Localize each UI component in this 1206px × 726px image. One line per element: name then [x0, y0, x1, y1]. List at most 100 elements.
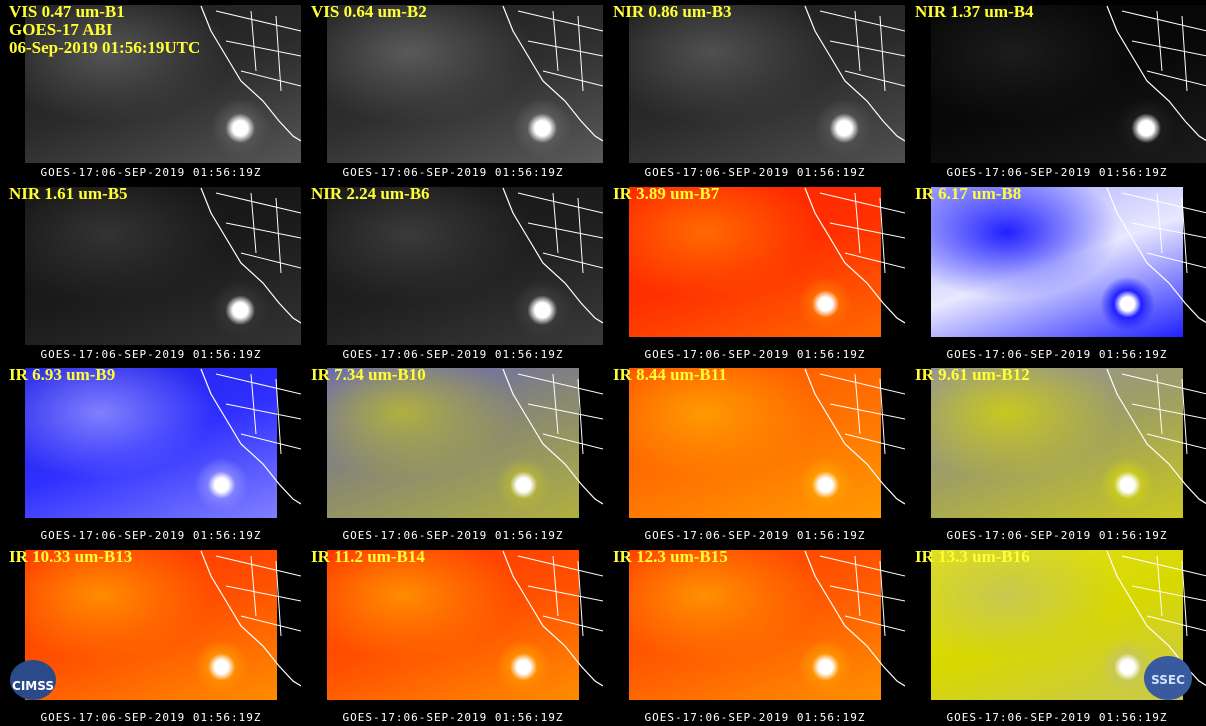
panel-label: IR 9.61 um-B12 — [915, 366, 1030, 384]
panel: IR 10.33 um-B13 GOES-17:06-SEP-2019 01:56… — [1, 545, 301, 726]
panel: NIR 1.37 um-B4 GOES-17:06-SEP-2019 01:56:… — [907, 1, 1206, 181]
cimss-logo: CIMSS — [10, 660, 56, 700]
timestamp: GOES-17:06-SEP-2019 01:56:19Z — [342, 529, 564, 542]
panel-label: VIS 0.47 um-B1 GOES-17 ABI 06-Sep-2019 01:… — [9, 3, 200, 57]
panel: NIR 2.24 um-B6 GOES-17:06-SEP-2019 01:56:… — [303, 182, 603, 363]
panel-label: NIR 1.61 um-B5 — [9, 183, 128, 203]
panel-label: IR 7.34 um-B10 — [311, 366, 426, 384]
coastline — [200, 368, 301, 505]
satellite-image — [327, 368, 579, 518]
band-label: NIR 1.37 um-B4 — [915, 2, 1034, 21]
satellite-image — [25, 186, 301, 345]
timestamp: GOES-17:06-SEP-2019 01:56:19Z — [40, 347, 262, 361]
coastline — [200, 5, 301, 142]
coastline — [1106, 5, 1206, 142]
coastline — [1106, 187, 1206, 323]
panel-label: NIR 1.37 um-B4 — [915, 3, 1034, 21]
satellite-image — [25, 549, 277, 700]
satellite-image — [931, 368, 1183, 518]
panel-label: IR 3.89 um-B7 — [613, 183, 720, 203]
ssec-logo: SSEC — [1144, 656, 1192, 700]
timestamp: GOES-17:06-SEP-2019 01:56:19Z — [644, 347, 866, 361]
panel: IR 8.44 um-B11 GOES-17:06-SEP-2019 01:56:… — [605, 364, 905, 544]
satellite-image — [25, 368, 277, 518]
band-label: IR 6.17 um-B8 — [915, 183, 1022, 203]
panel: IR 3.89 um-B7 GOES-17:06-SEP-2019 01:56:1… — [605, 182, 905, 363]
panel-label: IR 6.17 um-B8 — [915, 183, 1022, 203]
timestamp: GOES-17:06-SEP-2019 01:56:19Z — [342, 166, 564, 179]
timestamp: GOES-17:06-SEP-2019 01:56:19Z — [946, 529, 1168, 542]
timestamp: GOES-17:06-SEP-2019 01:56:19Z — [946, 347, 1168, 361]
coastline — [1106, 368, 1206, 505]
panel: NIR 0.86 um-B3 GOES-17:06-SEP-2019 01:56:… — [605, 1, 905, 181]
panel: IR 6.93 um-B9 GOES-17:06-SEP-2019 01:56:1… — [1, 364, 301, 544]
band-label: NIR 2.24 um-B6 — [311, 183, 430, 203]
coastline — [804, 187, 905, 324]
panel: IR 11.2 um-B14 GOES-17:06-SEP-2019 01:56:… — [303, 545, 603, 726]
coastline — [502, 187, 603, 324]
coastline — [1106, 550, 1206, 686]
timestamp: GOES-17:06-SEP-2019 01:56:19Z — [644, 710, 866, 724]
coastline — [502, 5, 603, 142]
panel-label: NIR 2.24 um-B6 — [311, 183, 430, 203]
satellite-image — [327, 5, 603, 163]
panel: IR 6.17 um-B8 GOES-17:06-SEP-2019 01:56:1… — [907, 182, 1206, 363]
band-label: IR 7.34 um-B10 — [311, 365, 426, 384]
panel: VIS 0.64 um-B2 GOES-17:06-SEP-2019 01:56:… — [303, 1, 603, 181]
panel: IR 9.61 um-B12 GOES-17:06-SEP-2019 01:56:… — [907, 364, 1206, 544]
band-label: NIR 1.61 um-B5 — [9, 183, 128, 203]
header-line: GOES-17 ABI — [9, 20, 113, 39]
timestamp: GOES-17:06-SEP-2019 01:56:19Z — [644, 529, 866, 542]
band-label: IR 11.2 um-B14 — [311, 546, 425, 566]
timestamp: GOES-17:06-SEP-2019 01:56:19Z — [946, 710, 1168, 724]
panel-label: IR 13.3 um-B16 — [915, 546, 1030, 566]
panel-label: IR 8.44 um-B11 — [613, 366, 727, 384]
band-label: VIS 0.64 um-B2 — [311, 2, 427, 21]
panel-label: IR 12.3 um-B15 — [613, 546, 728, 566]
satellite-image — [931, 5, 1206, 163]
band-label: IR 8.44 um-B11 — [613, 365, 727, 384]
panel-label: IR 11.2 um-B14 — [311, 546, 425, 566]
coastline — [502, 368, 603, 505]
satellite-image — [629, 549, 881, 700]
coastline — [502, 550, 603, 687]
timestamp: GOES-17:06-SEP-2019 01:56:19Z — [946, 166, 1168, 179]
coastline — [200, 550, 301, 687]
band-label: NIR 0.86 um-B3 — [613, 2, 732, 21]
panel-label: NIR 0.86 um-B3 — [613, 3, 732, 21]
coastline — [200, 187, 301, 324]
satellite-image — [931, 186, 1183, 337]
satellite-image — [25, 5, 301, 163]
timestamp: GOES-17:06-SEP-2019 01:56:19Z — [644, 166, 866, 179]
coastline — [804, 550, 905, 687]
band-label: IR 13.3 um-B16 — [915, 546, 1030, 566]
timestamp: GOES-17:06-SEP-2019 01:56:19Z — [40, 166, 262, 179]
panel: IR 12.3 um-B15 GOES-17:06-SEP-2019 01:56:… — [605, 545, 905, 726]
band-label: IR 3.89 um-B7 — [613, 183, 720, 203]
coastline — [804, 5, 905, 142]
header-line: 06-Sep-2019 01:56:19UTC — [9, 38, 201, 57]
band-label: IR 12.3 um-B15 — [613, 546, 728, 566]
band-label: IR 10.33 um-B13 — [9, 546, 133, 566]
satellite-image — [327, 186, 603, 345]
satellite-image — [629, 186, 881, 337]
coastline — [804, 368, 905, 505]
timestamp: GOES-17:06-SEP-2019 01:56:19Z — [40, 529, 262, 542]
panel-label: IR 6.93 um-B9 — [9, 366, 115, 384]
satellite-image — [931, 549, 1183, 700]
band-label: VIS 0.47 um-B1 — [9, 2, 125, 21]
satellite-image — [629, 368, 881, 518]
band-label: IR 9.61 um-B12 — [915, 365, 1030, 384]
panel: VIS 0.47 um-B1 GOES-17 ABI 06-Sep-2019 01:… — [1, 1, 301, 181]
satellite-image — [629, 5, 905, 163]
panel: NIR 1.61 um-B5 GOES-17:06-SEP-2019 01:56:… — [1, 182, 301, 363]
panel-label: IR 10.33 um-B13 — [9, 546, 133, 566]
timestamp: GOES-17:06-SEP-2019 01:56:19Z — [342, 710, 564, 724]
timestamp: GOES-17:06-SEP-2019 01:56:19Z — [342, 347, 564, 361]
timestamp: GOES-17:06-SEP-2019 01:56:19Z — [40, 710, 262, 724]
panel: IR 7.34 um-B10 GOES-17:06-SEP-2019 01:56:… — [303, 364, 603, 544]
band-label: IR 6.93 um-B9 — [9, 365, 116, 384]
panel-label: VIS 0.64 um-B2 — [311, 3, 427, 21]
satellite-image — [327, 549, 579, 700]
